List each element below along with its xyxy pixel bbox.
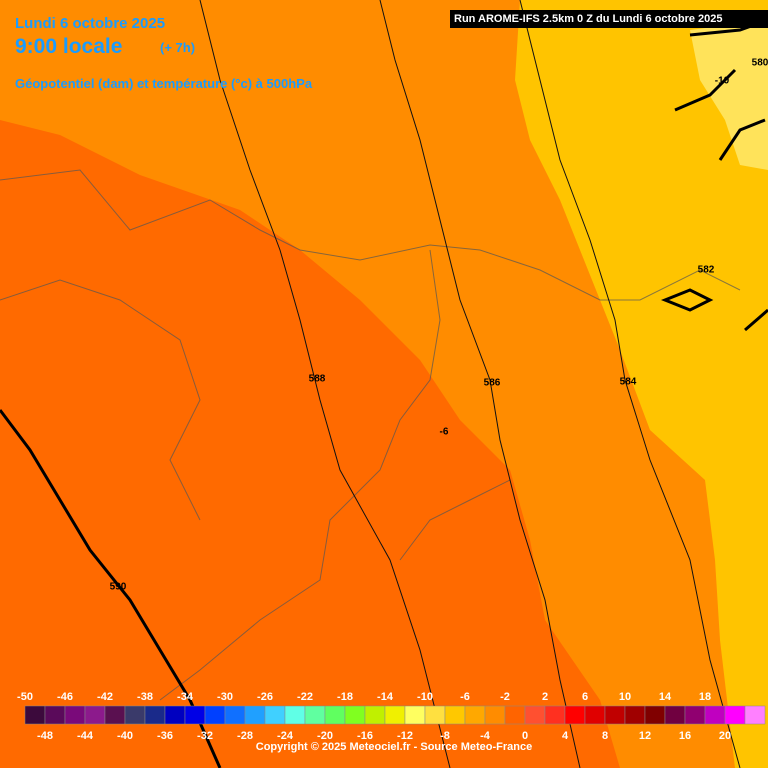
legend-swatch: [424, 705, 446, 725]
legend-swatch: [144, 705, 166, 725]
contour-label: -6: [440, 427, 449, 438]
contour-label: 588: [309, 374, 326, 385]
legend-swatch: [304, 705, 326, 725]
legend-swatch: [224, 705, 246, 725]
legend-label: -12: [397, 730, 413, 742]
contour-590: [0, 409, 222, 768]
legend-swatch: [624, 705, 646, 725]
color-legend: -50-48-46-44-42-40-38-36-34-32-30-28-26-…: [17, 691, 766, 742]
copyright: Copyright © 2025 Meteociel.fr - Source M…: [256, 741, 532, 753]
legend-swatch: [244, 705, 266, 725]
legend-label: 4: [562, 730, 569, 742]
contour-label: -10: [715, 76, 730, 87]
legend-swatch: [164, 705, 186, 725]
legend-label: -30: [217, 691, 233, 703]
legend-label: 2: [542, 691, 548, 703]
legend-label: -24: [277, 730, 294, 742]
legend-swatch: [284, 705, 306, 725]
legend-swatch: [324, 705, 346, 725]
contour-label: 584: [620, 377, 637, 388]
legend-label: 18: [699, 691, 711, 703]
legend-label: -44: [77, 730, 94, 742]
legend-swatch: [44, 705, 66, 725]
legend-swatch: [104, 705, 126, 725]
legend-label: 8: [602, 730, 608, 742]
borders: [0, 169, 741, 701]
legend-swatch: [384, 705, 406, 725]
legend-swatch: [464, 705, 486, 725]
legend-label: 0: [522, 730, 528, 742]
contour-label: 582: [698, 265, 715, 276]
legend-label: 16: [679, 730, 691, 742]
legend-swatch: [404, 705, 426, 725]
legend-label: -8: [440, 730, 450, 742]
legend-swatch: [724, 705, 746, 725]
legend-swatch: [364, 705, 386, 725]
legend-swatch: [444, 705, 466, 725]
legend-label: 14: [659, 691, 672, 703]
legend-label: -42: [97, 691, 113, 703]
legend-swatch: [564, 705, 586, 725]
legend-swatch: [264, 705, 286, 725]
legend-swatch: [584, 705, 606, 725]
legend-swatch: [684, 705, 706, 725]
legend-label: -28: [237, 730, 253, 742]
legend-swatch: [524, 705, 546, 725]
legend-swatch: [64, 705, 86, 725]
legend-label: -50: [17, 691, 33, 703]
legend-label: -6: [460, 691, 470, 703]
legend-swatch: [124, 705, 146, 725]
legend-swatch: [604, 705, 626, 725]
legend-swatch: [24, 705, 46, 725]
legend-label: -38: [137, 691, 153, 703]
legend-label: 6: [582, 691, 588, 703]
date: Lundi 6 octobre 2025: [15, 15, 165, 32]
legend-label: -32: [197, 730, 213, 742]
contours: [199, 0, 741, 768]
contour-label: 590: [110, 582, 127, 593]
legend-label: -14: [377, 691, 394, 703]
legend-label: -10: [417, 691, 433, 703]
field-dark-orange: [0, 120, 620, 768]
legend-label: -18: [337, 691, 353, 703]
legend-label: -26: [257, 691, 273, 703]
legend-swatch: [704, 705, 726, 725]
legend-label: -22: [297, 691, 313, 703]
legend-label: -48: [37, 730, 53, 742]
legend-swatch: [204, 705, 226, 725]
legend-label: 10: [619, 691, 631, 703]
legend-label: -4: [480, 730, 491, 742]
legend-swatch: [544, 705, 566, 725]
contour-label: 580: [752, 58, 768, 69]
offset: (+ 7h): [160, 40, 195, 55]
legend-label: -2: [500, 691, 510, 703]
run-info: Run AROME-IFS 2.5km 0 Z du Lundi 6 octob…: [454, 13, 723, 25]
legend-swatch: [484, 705, 506, 725]
field-light-yellow: [690, 20, 768, 170]
legend-label: -16: [357, 730, 373, 742]
legend-label: -36: [157, 730, 173, 742]
legend-label: 20: [719, 730, 731, 742]
field-yellow: [515, 0, 768, 768]
legend-swatch: [644, 705, 666, 725]
legend-label: -46: [57, 691, 73, 703]
legend-swatch: [744, 705, 766, 725]
legend-swatch: [344, 705, 366, 725]
legend-swatch: [504, 705, 526, 725]
legend-label: -40: [117, 730, 133, 742]
legend-label: 12: [639, 730, 651, 742]
time: 9:00 locale: [15, 35, 122, 58]
legend-swatch: [664, 705, 686, 725]
legend-label: -34: [177, 691, 194, 703]
run-box: [450, 10, 768, 28]
legend-label: -20: [317, 730, 333, 742]
legend-swatch: [184, 705, 206, 725]
subtitle: Géopotentiel (dam) et température (°c) à…: [15, 76, 313, 91]
legend-swatch: [84, 705, 106, 725]
contour-label: 586: [484, 378, 501, 389]
